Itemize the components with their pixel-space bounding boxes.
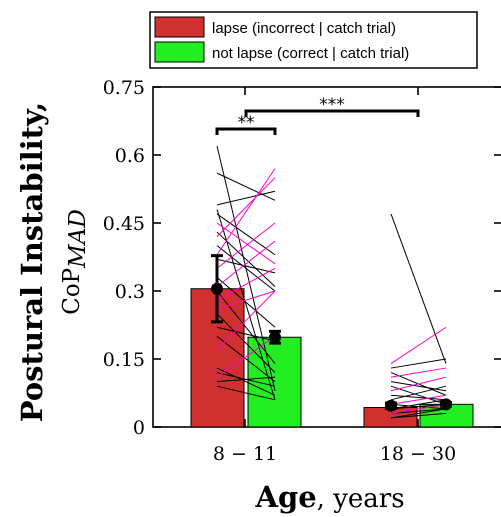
y-axis-label: Postural Instability, CoPMAD bbox=[15, 102, 91, 422]
subject-line-child bbox=[216, 385, 276, 401]
subject-line-child bbox=[216, 267, 276, 301]
subject-line-child bbox=[216, 313, 276, 373]
subject-line-child bbox=[216, 240, 276, 287]
subject-line-child bbox=[216, 222, 276, 269]
subject-line-child bbox=[216, 245, 276, 292]
y-axis-label-sub: CoPMAD bbox=[59, 209, 91, 315]
subject-lines bbox=[216, 145, 447, 419]
bracket-between-age bbox=[244, 109, 420, 117]
mean-point bbox=[440, 398, 452, 411]
subject-line-adult bbox=[390, 403, 447, 410]
mean-point bbox=[211, 282, 223, 295]
y-tick-label: 0 bbox=[133, 417, 145, 439]
legend-label-not-lapse: not lapse (correct | catch trial) bbox=[212, 45, 409, 62]
y-tick-label: 0.3 bbox=[115, 281, 145, 303]
subject-line-child bbox=[216, 367, 276, 396]
y-tick-label: 0.6 bbox=[115, 145, 145, 167]
x-axis-label-main: Age bbox=[254, 480, 316, 514]
subject-line-child bbox=[216, 172, 276, 201]
subject-line-adult bbox=[390, 412, 447, 419]
subject-line-child bbox=[216, 290, 276, 351]
significance-brackets: ** *** bbox=[215, 95, 420, 135]
subject-line-adult bbox=[390, 376, 447, 392]
bracket-within-child bbox=[215, 127, 277, 135]
y-axis-label-cop: CoP bbox=[59, 268, 85, 315]
subject-line-child bbox=[216, 177, 276, 237]
subject-line-child bbox=[216, 190, 276, 206]
subject-line-adult bbox=[390, 326, 447, 364]
subject-line-child bbox=[216, 258, 276, 274]
mean-point bbox=[269, 331, 281, 344]
y-tick-label: 0.45 bbox=[103, 213, 145, 235]
subject-line-child bbox=[216, 376, 276, 383]
plot-frame bbox=[152, 86, 501, 428]
subject-line-child bbox=[216, 335, 276, 378]
subject-line-child bbox=[216, 222, 276, 265]
subject-line-child bbox=[216, 290, 276, 364]
x-tick-label-adult: 18 − 30 bbox=[380, 443, 456, 465]
sig-label-between-age: *** bbox=[319, 95, 345, 115]
subject-line-child bbox=[216, 231, 276, 287]
subject-line-adult bbox=[390, 408, 447, 419]
subject-line-child bbox=[216, 335, 276, 383]
legend: lapse (incorrect | catch trial) not laps… bbox=[149, 11, 478, 69]
bars-group bbox=[190, 288, 474, 428]
subject-line-adult bbox=[390, 408, 447, 414]
legend-swatch-lapse bbox=[154, 16, 205, 38]
subject-line-adult bbox=[390, 367, 447, 378]
subject-line-adult bbox=[390, 403, 447, 414]
sig-label-within-child: ** bbox=[238, 113, 255, 133]
subject-line-child bbox=[216, 290, 276, 310]
y-tick-label: 0.15 bbox=[103, 349, 145, 371]
mean-markers bbox=[211, 254, 452, 412]
subject-line-child bbox=[216, 326, 276, 342]
legend-label-lapse: lapse (incorrect | catch trial) bbox=[212, 20, 396, 37]
x-tick-label-child: 8 − 11 bbox=[213, 443, 277, 465]
y-tick-label: 0.75 bbox=[103, 77, 145, 99]
y-axis: 0 0.15 0.3 0.45 0.6 0.75 bbox=[103, 77, 501, 439]
subject-line-adult bbox=[390, 399, 447, 410]
subject-line-adult bbox=[390, 385, 447, 401]
x-axis-label-suffix: , years bbox=[317, 484, 405, 514]
subject-line-child bbox=[216, 277, 276, 328]
subject-line-adult bbox=[390, 358, 447, 369]
mean-point bbox=[385, 399, 397, 412]
subject-line-adult bbox=[390, 381, 447, 392]
x-axis-label: Age, years bbox=[254, 480, 404, 514]
subject-line-adult bbox=[390, 394, 447, 401]
legend-swatch-not-lapse bbox=[154, 41, 205, 63]
subject-line-child bbox=[216, 168, 276, 256]
y-axis-label-main: Postural Instability, bbox=[15, 102, 49, 422]
subject-line-child bbox=[216, 213, 276, 256]
subject-line-adult bbox=[390, 213, 447, 364]
y-axis-label-subscript: MAD bbox=[65, 209, 91, 269]
subject-line-adult bbox=[390, 394, 447, 405]
